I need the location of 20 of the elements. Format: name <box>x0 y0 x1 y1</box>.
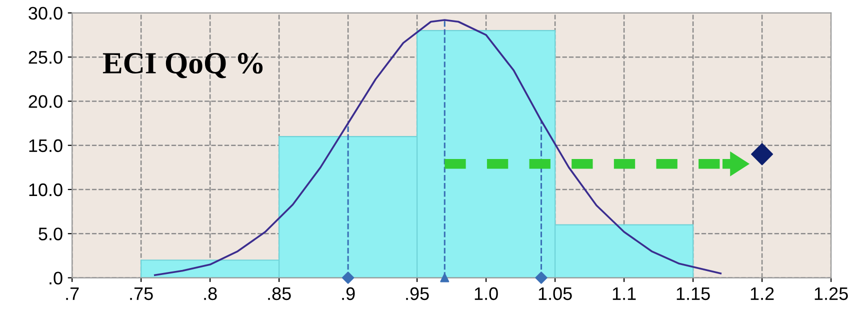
x-tick-label: 1.25 <box>814 287 848 300</box>
x-tick-label: .9 <box>342 287 355 300</box>
x-tick-label: 1.2 <box>750 287 774 300</box>
y-tick-label: 30.0 <box>28 6 62 20</box>
x-tick-label: .95 <box>406 287 429 300</box>
x-tick-label: 1.05 <box>538 287 572 300</box>
y-tick-label: 10.0 <box>29 183 62 196</box>
x-tick-label: .85 <box>268 287 291 300</box>
x-tick-label: .7 <box>66 287 79 300</box>
x-tick-label: .75 <box>130 287 153 300</box>
y-tick-label: 20.0 <box>28 95 62 108</box>
x-tick-label: 1.15 <box>676 287 710 300</box>
y-tick-label: .0 <box>50 272 62 284</box>
y-tick-label: 15.0 <box>29 139 62 152</box>
y-tick-label: 5.0 <box>38 228 62 240</box>
text: ECI QoQ % <box>102 52 263 78</box>
x-tick-label: .8 <box>204 287 217 300</box>
x-tick-label: 1.1 <box>612 287 636 300</box>
y-tick-label: 25.0 <box>28 51 62 64</box>
x-tick-label: 1.0 <box>474 287 498 300</box>
